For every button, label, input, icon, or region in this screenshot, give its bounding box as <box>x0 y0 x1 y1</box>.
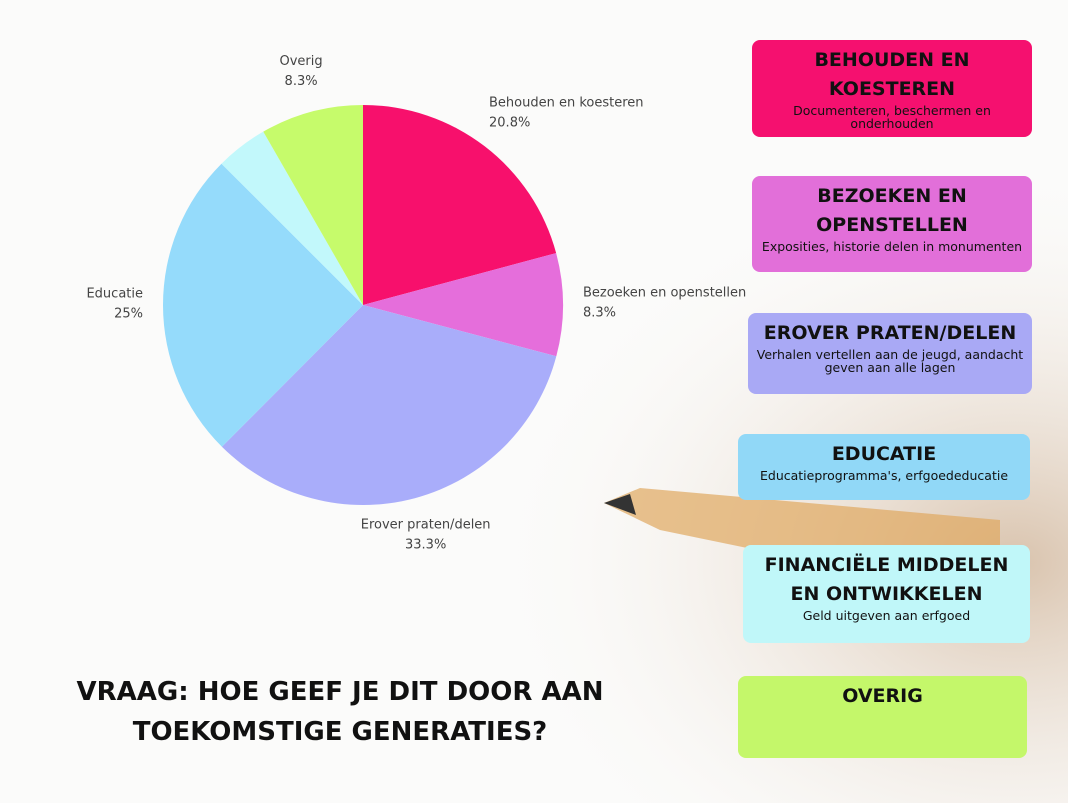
question: VRAAG: HOE GEEF JE DIT DOOR AAN TOEKOMST… <box>76 677 604 747</box>
slice-label: Bezoeken en openstellen <box>583 286 746 301</box>
slice-label: Overig <box>279 54 322 69</box>
pie-slice <box>162 163 363 447</box>
pie-slice <box>363 105 557 305</box>
card-title: OVERIG <box>842 685 923 707</box>
card-title: BEHOUDEN EN KOESTEREN <box>814 49 970 100</box>
category-card: FINANCIËLE MIDDELEN EN ONTWIKKELEN Geld u… <box>743 545 1030 643</box>
slice-label: Behouden en koesteren <box>489 96 644 111</box>
pencil-tip <box>604 494 636 515</box>
card-title: BEZOEKEN EN OPENSTELLEN <box>816 185 968 236</box>
card-title: FINANCIËLE MIDDELEN EN ONTWIKKELEN <box>764 554 1009 605</box>
category-card: BEZOEKEN EN OPENSTELLEN Exposities, histo… <box>752 176 1032 272</box>
pie-slice <box>363 253 563 357</box>
category-card: OVERIG <box>738 676 1027 758</box>
pie-slice <box>221 131 363 305</box>
card-title: EROVER PRATEN/DELEN <box>763 322 1017 344</box>
category-card: EDUCATIE Educatieprogramma's, erfgoededuc… <box>738 434 1030 500</box>
card-title: EDUCATIE <box>831 443 937 465</box>
pie-slice <box>221 305 557 505</box>
pie-slice <box>263 105 363 305</box>
slice-label: Erover praten/delen <box>361 518 491 533</box>
card-subtitle: Educatieprogramma's, erfgoededucatie <box>759 468 1009 483</box>
slice-value: 33.3% <box>405 538 446 553</box>
card-subtitle: Documenteren, beschermen en onderhouden <box>793 103 991 131</box>
slice-value: 25% <box>114 306 143 321</box>
slice-value: 20.8% <box>489 116 530 131</box>
slice-value: 8.3% <box>583 306 616 321</box>
card-subtitle: Verhalen vertellen aan de jeugd, aandach… <box>756 347 1024 375</box>
category-card: EROVER PRATEN/DELEN Verhalen vertellen aa… <box>748 313 1032 394</box>
card-subtitle: Exposities, historie delen in monumenten <box>761 239 1023 254</box>
card-subtitle: Geld uitgeven aan erfgoed <box>802 608 971 623</box>
category-card: BEHOUDEN EN KOESTEREN Documenteren, besch… <box>752 40 1032 137</box>
slice-value: 8.3% <box>285 74 318 89</box>
slice-label: Educatie <box>86 286 143 301</box>
